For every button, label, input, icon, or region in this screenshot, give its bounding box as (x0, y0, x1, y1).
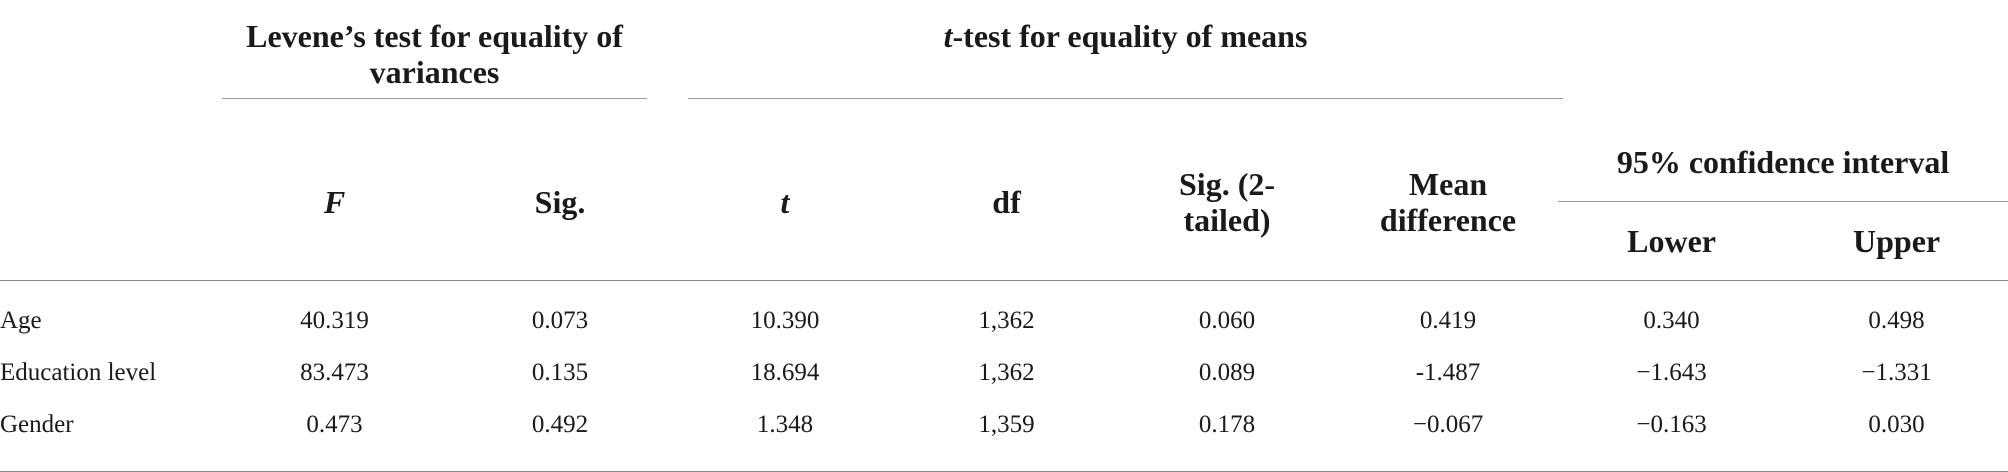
cell: −1.643 (1636, 359, 1707, 386)
cell: 0.419 (1419, 307, 1477, 334)
column-header: Mean difference (1379, 165, 1517, 238)
spacer (1558, 0, 2008, 123)
cell: 0.492 (447, 399, 673, 472)
group-header-cell: Levene’s test for equality of variances (222, 0, 673, 123)
cell: 0.135 (531, 359, 589, 386)
row-label: Education level (0, 359, 157, 386)
column-header: Sig. (447, 123, 673, 281)
row-label: Age (0, 307, 42, 334)
column-header: F (222, 123, 447, 281)
cell: 83.473 (300, 359, 369, 386)
column-header: Lower (1558, 201, 1786, 281)
cell: 1,359 (897, 399, 1116, 472)
cell: 1.348 (673, 399, 897, 472)
cell: 0.340 (1643, 307, 1700, 334)
group-header: t-test for equality of means (688, 0, 1564, 99)
corner (0, 0, 222, 281)
cell: −1.331 (1861, 359, 1932, 386)
cell: 0.178 (1116, 399, 1338, 472)
cell: 0.473 (222, 399, 447, 472)
group-header: Levene’s test for equality of variances (246, 18, 623, 90)
column-header-cell: Sig. (2-tailed) (1116, 123, 1338, 281)
cell: 0.089 (1198, 359, 1256, 386)
table-row: Education level 83.473 0.135 18.694 1,362 0.0… (0, 347, 2008, 399)
cell: 0.030 (1785, 399, 2008, 472)
column-header: Upper (1785, 201, 2008, 281)
cell: 0.073 (531, 307, 589, 334)
cell: 0.060 (1198, 307, 1256, 334)
table-row: Age 40.319 0.073 10.390 1,362 0.060 0.419 0.340… (0, 281, 2008, 348)
table-row: Gender 0.473 0.492 1.348 1,359 0.178 −0.067 −0.… (0, 399, 2008, 472)
cell: 40.319 (300, 307, 369, 334)
cell: −0.163 (1558, 399, 1786, 472)
row-label: Gender (0, 399, 222, 472)
column-header: df (897, 123, 1116, 281)
column-header: Sig. (2-tailed) (1179, 165, 1275, 238)
group-header-cell: t-test for equality of means (673, 0, 1564, 123)
cell: 1,362 (978, 307, 1035, 334)
cell: -1.487 (1415, 359, 1481, 386)
cell: 1,362 (978, 359, 1035, 386)
table-body: Age 40.319 0.073 10.390 1,362 0.060 0.419 0.340… (0, 281, 2008, 472)
cell: −0.067 (1338, 399, 1559, 472)
cell: 10.390 (750, 307, 820, 334)
cell: 18.694 (750, 359, 820, 386)
column-header: t (673, 123, 897, 281)
column-header-cell: Mean difference (1338, 123, 1559, 281)
cell: 0.498 (1868, 307, 1925, 334)
group-header: 95% confidence interval (1558, 123, 2008, 202)
